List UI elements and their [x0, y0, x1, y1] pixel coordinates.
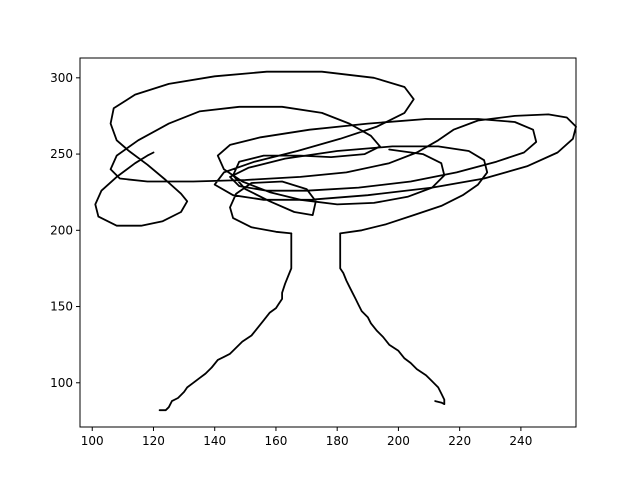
x-tick-label: 180	[326, 434, 349, 448]
series-line-5	[216, 118, 538, 235]
data-layer	[94, 70, 577, 412]
x-tick-label: 240	[509, 434, 532, 448]
series-line-4	[94, 70, 577, 235]
y-tick-label: 250	[50, 147, 73, 161]
series-line-1	[158, 232, 293, 412]
y-axis: 100 150 200 250 300	[50, 71, 80, 390]
x-tick-label: 100	[81, 434, 104, 448]
x-tick-label: 120	[142, 434, 165, 448]
x-tick-label: 160	[264, 434, 287, 448]
y-tick-label: 150	[50, 300, 73, 314]
series-line-2	[339, 232, 446, 405]
x-axis: 100 120 140 160 180 200 220 240	[81, 427, 532, 448]
y-tick-label: 300	[50, 71, 73, 85]
series-line-3	[434, 400, 446, 405]
x-tick-label: 220	[448, 434, 471, 448]
y-tick-label: 200	[50, 223, 73, 237]
x-tick-label: 200	[387, 434, 410, 448]
plot-area-frame	[79, 57, 577, 428]
x-tick-label: 140	[203, 434, 226, 448]
y-tick-label: 100	[50, 376, 73, 390]
